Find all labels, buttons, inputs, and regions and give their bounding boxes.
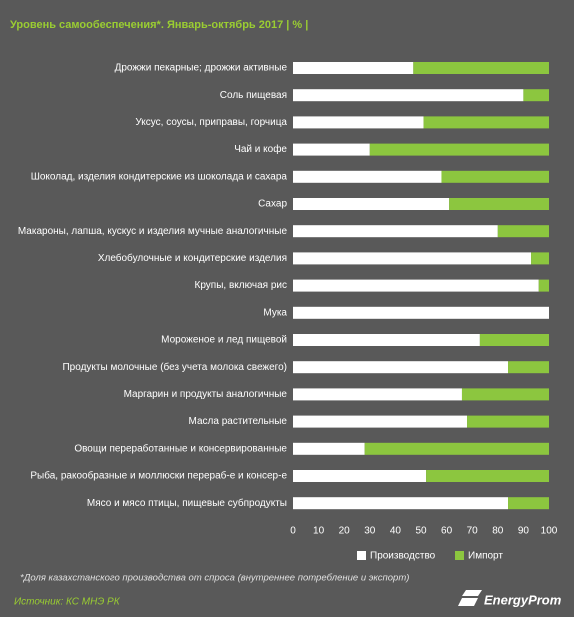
x-tick-label: 60 bbox=[441, 526, 453, 537]
bar-segment bbox=[293, 470, 427, 482]
bar-segment bbox=[293, 415, 468, 428]
bar-segment bbox=[293, 198, 450, 210]
y-tick-label: Сахар bbox=[258, 199, 287, 210]
bar-segment bbox=[479, 334, 549, 346]
x-tick-label: 70 bbox=[467, 526, 479, 537]
logo-shape bbox=[462, 590, 482, 596]
y-tick-label: Шоколад, изделия кондитерские из шоколад… bbox=[31, 171, 288, 182]
bar-segment bbox=[293, 116, 424, 129]
bar-segment bbox=[293, 497, 509, 510]
y-tick-label: Рыба, ракообразные и моллюски перераб-е … bbox=[30, 470, 287, 482]
y-tick-label: Маргарин и продукты аналогичные bbox=[124, 389, 288, 400]
legend-label: Производство bbox=[370, 551, 436, 562]
bar-segment bbox=[423, 116, 549, 129]
bar-segment bbox=[508, 361, 549, 374]
x-tick-label: 30 bbox=[364, 526, 376, 537]
bar-segment bbox=[467, 415, 549, 428]
x-tick-label: 50 bbox=[415, 526, 427, 537]
y-tick-label: Дрожжи пекарные; дрожжи активные bbox=[115, 63, 288, 74]
y-tick-label: Мороженое и лед пищевой bbox=[161, 335, 287, 346]
y-tick-label: Крупы, включая рис bbox=[195, 280, 287, 291]
x-tick-label: 90 bbox=[518, 526, 530, 537]
bar-segment bbox=[426, 470, 549, 482]
x-tick-label: 40 bbox=[390, 526, 402, 537]
bar-segment bbox=[461, 388, 549, 401]
x-tick-label: 10 bbox=[313, 526, 325, 537]
bar-segment bbox=[293, 279, 539, 292]
bar-segment bbox=[293, 62, 414, 74]
logo-shape bbox=[458, 598, 478, 606]
bar-segment bbox=[293, 306, 549, 319]
bar-segment bbox=[293, 388, 462, 401]
y-tick-label: Соль пищевая bbox=[220, 90, 287, 101]
bar-segment bbox=[293, 89, 524, 102]
y-tick-label: Хлебобулочные и кондитерские изделия bbox=[98, 252, 287, 264]
bar-segment bbox=[538, 279, 549, 292]
bar-segment bbox=[413, 62, 549, 74]
bar-segment bbox=[364, 442, 549, 455]
y-tick-label: Мясо и мясо птицы, пищевые субпродукты bbox=[87, 497, 287, 509]
x-tick-label: 20 bbox=[339, 526, 351, 537]
y-tick-label: Макароны, лапша, кускус и изделия мучные… bbox=[18, 226, 288, 237]
bar-segment bbox=[293, 170, 442, 183]
bar-segment bbox=[293, 225, 498, 238]
footnote: *Доля казахстанского производства от спр… bbox=[20, 573, 409, 584]
legend-swatch bbox=[357, 551, 366, 560]
bar-segment bbox=[293, 252, 532, 265]
logo: EnergyProm bbox=[484, 592, 562, 607]
y-tick-label: Масла растительные bbox=[189, 416, 288, 427]
bar-segment bbox=[293, 143, 370, 156]
y-tick-label: Чай и кофе bbox=[234, 143, 287, 155]
legend-swatch bbox=[455, 551, 464, 560]
legend-label: Импорт bbox=[468, 551, 503, 562]
bar-segment bbox=[293, 442, 365, 455]
y-tick-label: Овощи переработанные и консервированные bbox=[74, 442, 287, 454]
bar-segment bbox=[497, 225, 549, 238]
chart-title: Уровень самообеспечения*. Январь-октябрь… bbox=[10, 19, 308, 31]
bar-segment bbox=[531, 252, 549, 265]
bar-segment bbox=[369, 143, 549, 156]
x-tick-label: 100 bbox=[541, 526, 558, 537]
bar-segment bbox=[293, 361, 509, 374]
y-tick-label: Уксус, соусы, приправы, горчица bbox=[135, 117, 287, 128]
y-tick-label: Продукты молочные (без учета молока свеж… bbox=[62, 361, 287, 373]
bar-segment bbox=[449, 198, 549, 210]
bar-segment bbox=[441, 170, 549, 183]
logo-icon bbox=[458, 590, 482, 606]
y-tick-label: Мука bbox=[263, 307, 287, 318]
source: Источник: КС МНЭ РК bbox=[14, 597, 121, 608]
bar-segment bbox=[523, 89, 549, 102]
bar-segment bbox=[293, 334, 480, 346]
x-tick-label: 80 bbox=[492, 526, 504, 537]
bar-segment bbox=[508, 497, 549, 510]
x-tick-label: 0 bbox=[290, 526, 296, 537]
